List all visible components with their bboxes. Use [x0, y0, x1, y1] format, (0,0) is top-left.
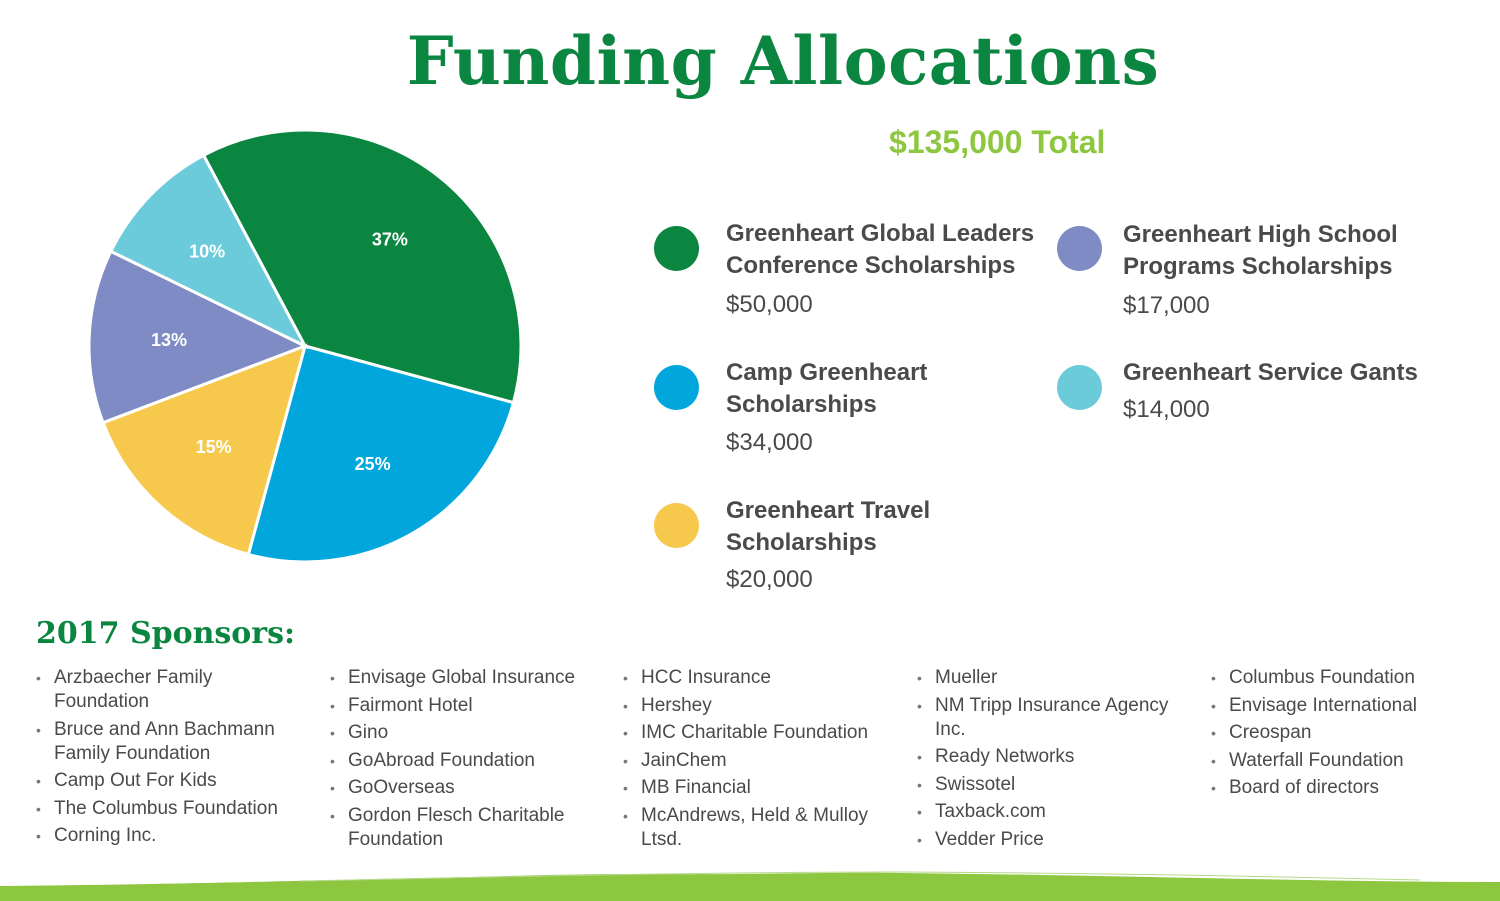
- grass-strip-decoration: [0, 871, 1500, 901]
- legend-swatch-travel: [654, 503, 699, 548]
- sponsor-item: Gordon Flesch Charitable Foundation: [330, 804, 600, 852]
- pie-label-25: 25%: [355, 454, 391, 474]
- sponsor-item: McAndrews, Held & Mulloy Ltsd.: [623, 804, 893, 852]
- sponsor-item: MB Financial: [623, 776, 893, 800]
- pie-label-10: 10%: [189, 241, 225, 261]
- sponsor-item: Swissotel: [917, 773, 1187, 797]
- sponsor-item: Mueller: [917, 666, 1187, 690]
- legend-label-camp: Camp Greenheart Scholarships: [726, 359, 928, 418]
- sponsor-item: Ready Networks: [917, 745, 1187, 769]
- legend-label-global-leaders: Greenheart Global Leaders Conference Sch…: [726, 220, 1035, 279]
- legend-amount-camp: $34,000: [726, 429, 813, 456]
- legend-label-travel: Greenheart Travel Scholarships: [726, 497, 931, 556]
- pie-slice-37: [201, 128, 523, 405]
- sponsor-item: Camp Out For Kids: [36, 769, 296, 793]
- pie-label-37: 37%: [372, 230, 408, 250]
- grass-strip-highlight: [299, 871, 1421, 882]
- sponsor-item: Arzbaecher Family Foundation: [36, 666, 296, 714]
- sponsor-item: Envisage International: [1211, 694, 1481, 718]
- sponsor-item: Board of directors: [1211, 776, 1481, 800]
- pie-slice-25: [246, 344, 516, 564]
- sponsor-item: GoOverseas: [330, 776, 600, 800]
- sponsor-item: Fairmont Hotel: [330, 694, 600, 718]
- sponsor-item: NM Tripp Insurance Agency Inc.: [917, 694, 1187, 742]
- sponsor-item: GoAbroad Foundation: [330, 749, 600, 773]
- legend-amount-service: $14,000: [1123, 396, 1210, 423]
- sponsor-item: The Columbus Foundation: [36, 797, 296, 821]
- legend-swatch-camp: [654, 365, 699, 410]
- sponsor-item: Taxback.com: [917, 800, 1187, 824]
- sponsor-item: IMC Charitable Foundation: [623, 721, 893, 745]
- funding-pie-chart: 37% 25% 15% 13% 10%: [87, 128, 523, 564]
- sponsor-item: Columbus Foundation: [1211, 666, 1481, 690]
- sponsor-item: Waterfall Foundation: [1211, 749, 1481, 773]
- legend-amount-global-leaders: $50,000: [726, 291, 813, 318]
- legend-label-service: Greenheart Service Gants: [1123, 359, 1418, 386]
- page-title: Funding Allocations: [406, 22, 1160, 100]
- legend-swatch-high-school: [1057, 226, 1102, 271]
- sponsors-heading: 2017 Sponsors:: [36, 616, 296, 651]
- sponsor-item: Creospan: [1211, 721, 1481, 745]
- sponsor-item: JainChem: [623, 749, 893, 773]
- sponsor-item: Envisage Global Insurance: [330, 666, 600, 690]
- pie-slice-10: [108, 153, 309, 350]
- sponsor-item: Vedder Price: [917, 828, 1187, 852]
- pie-slice-15: [101, 343, 308, 557]
- pie-slice-13: [87, 249, 309, 425]
- legend-swatch-global-leaders: [654, 226, 699, 271]
- legend-amount-travel: $20,000: [726, 566, 813, 593]
- pie-label-15: 15%: [196, 437, 232, 457]
- sponsor-item: Gino: [330, 721, 600, 745]
- sponsor-item: HCC Insurance: [623, 666, 893, 690]
- legend-amount-high-school: $17,000: [1123, 292, 1210, 319]
- total-amount: $135,000 Total: [889, 124, 1106, 160]
- sponsor-column-4: Mueller NM Tripp Insurance Agency Inc. R…: [917, 666, 1187, 855]
- sponsor-column-3: HCC Insurance Hershey IMC Charitable Fou…: [623, 666, 893, 855]
- sponsor-column-2: Envisage Global Insurance Fairmont Hotel…: [330, 666, 600, 855]
- legend-swatch-service: [1057, 365, 1102, 410]
- sponsor-column-5: Columbus Foundation Envisage Internation…: [1211, 666, 1481, 804]
- sponsor-item: Corning Inc.: [36, 824, 296, 848]
- pie-label-13: 13%: [151, 330, 187, 350]
- sponsor-item: Bruce and Ann Bachmann Family Foundation: [36, 718, 296, 766]
- sponsor-column-1: Arzbaecher Family Foundation Bruce and A…: [36, 666, 296, 852]
- legend-label-high-school: Greenheart High School Programs Scholars…: [1123, 221, 1398, 280]
- sponsor-item: Hershey: [623, 694, 893, 718]
